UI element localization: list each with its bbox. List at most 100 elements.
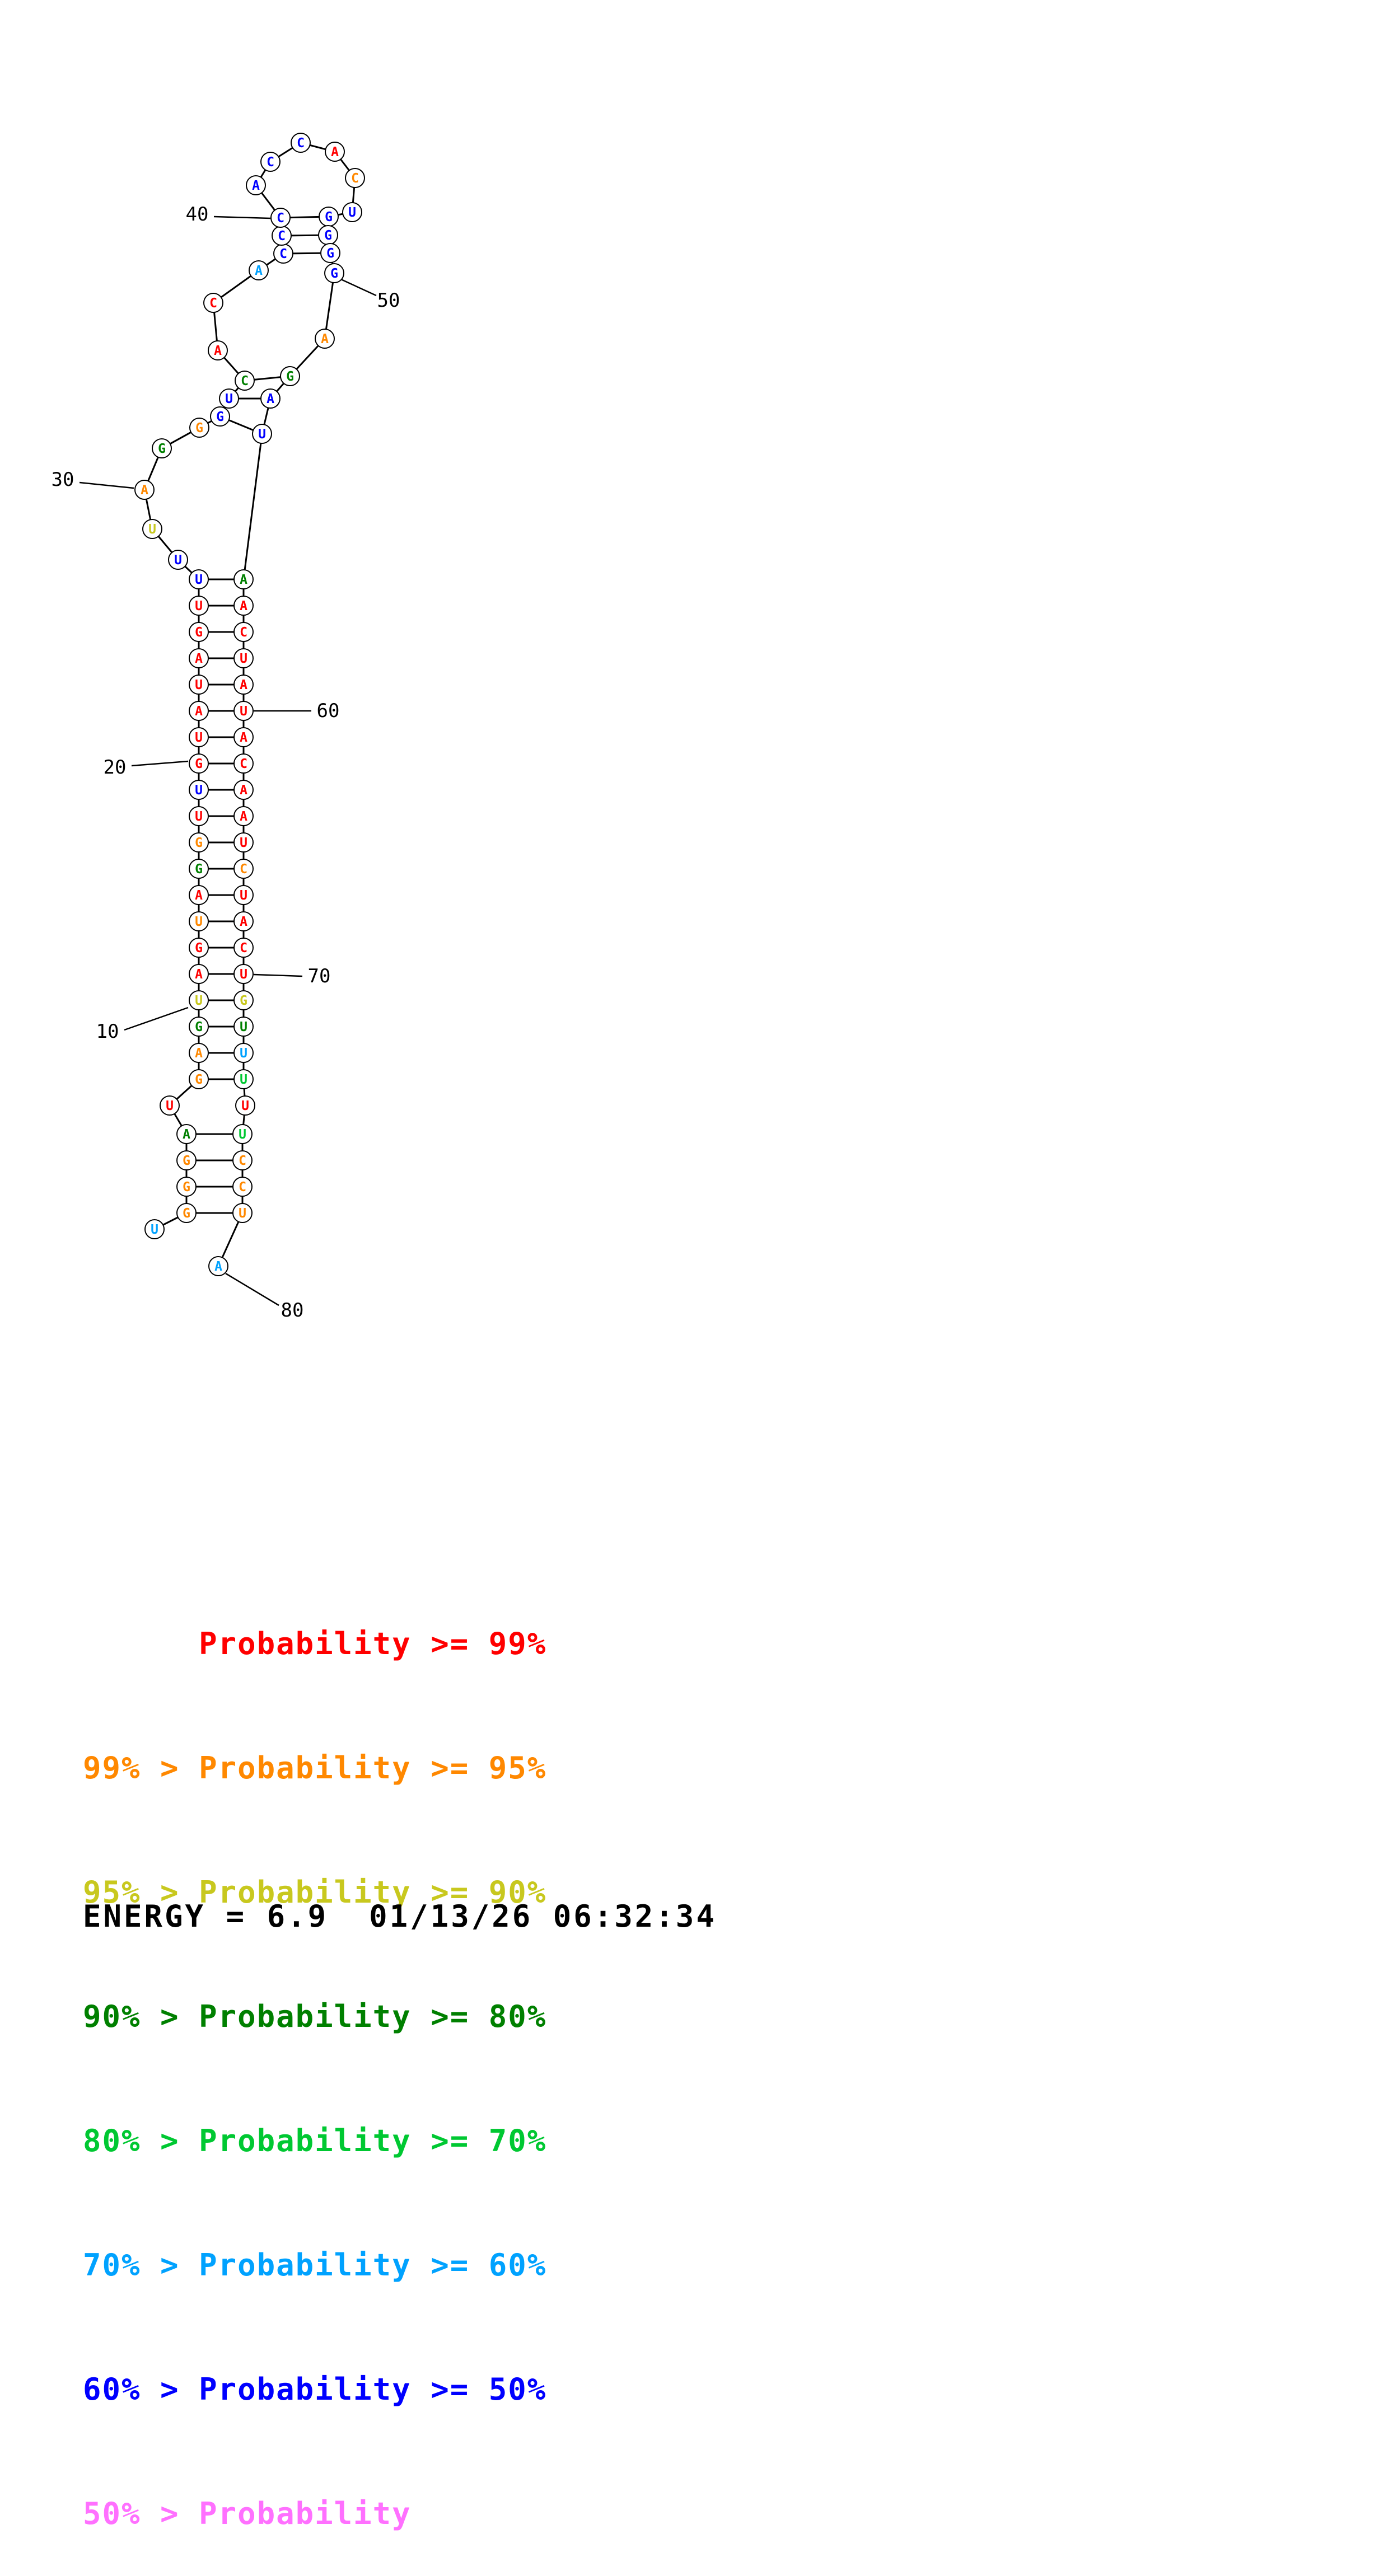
nucleotide-letter: G <box>195 836 203 850</box>
nucleotide: C <box>291 133 311 153</box>
nucleotide: A <box>208 1256 228 1276</box>
nucleotide: U <box>342 202 362 222</box>
nucleotide: A <box>249 260 269 280</box>
nucleotide: U <box>252 424 272 444</box>
nucleotide-letter: A <box>252 179 260 193</box>
nucleotide: G <box>318 225 338 245</box>
nucleotide-circle <box>144 1219 165 1239</box>
nucleotide-circle <box>176 1203 197 1223</box>
nucleotide-letter: G <box>216 410 224 424</box>
nucleotide: G <box>176 1177 197 1197</box>
nucleotide-circle <box>233 596 254 616</box>
nucleotide: U <box>232 1203 253 1223</box>
nucleotide: G <box>189 832 209 853</box>
nucleotide-letter: C <box>240 862 247 877</box>
nucleotide-circle <box>235 1095 255 1116</box>
nucleotide: U <box>233 648 254 668</box>
nucleotide: G <box>189 622 209 642</box>
nucleotide: G <box>189 938 209 958</box>
nucleotide: G <box>176 1150 197 1170</box>
position-label: 70 <box>308 965 331 987</box>
nucleotide-letter: A <box>195 888 203 903</box>
nucleotide-letter: C <box>239 1180 246 1195</box>
nucleotide-circle <box>233 1017 254 1037</box>
nucleotide-circle <box>233 753 254 774</box>
nucleotide-circle <box>142 519 162 539</box>
nucleotide-circle <box>233 701 254 721</box>
nucleotide-letter: A <box>321 332 329 346</box>
nucleotide: A <box>176 1124 197 1144</box>
nucleotide-letter: U <box>348 205 356 220</box>
nucleotide-circle <box>189 964 209 984</box>
nucleotide-circle <box>176 1150 197 1170</box>
nucleotide-circle <box>168 550 188 570</box>
nucleotide-letter: C <box>351 171 359 186</box>
nucleotide: U <box>233 1069 254 1089</box>
nucleotide: G <box>176 1203 197 1223</box>
nucleotide: A <box>208 340 228 360</box>
nucleotide-circle <box>208 1256 228 1276</box>
nucleotide: A <box>189 964 209 984</box>
nucleotide-letter: U <box>148 522 156 537</box>
nucleotide-circle <box>189 780 209 800</box>
nucleotide-letter: A <box>255 264 263 278</box>
nucleotide-letter: C <box>277 211 284 226</box>
nucleotide-letter: A <box>183 1127 190 1142</box>
nucleotide: C <box>233 938 254 958</box>
nucleotide: U <box>189 569 209 589</box>
nucleotide-letter: U <box>240 704 247 719</box>
nucleotide-circle <box>233 885 254 905</box>
nucleotide-circle <box>233 727 254 747</box>
nucleotide: A <box>189 648 209 668</box>
nucleotide: U <box>144 1219 165 1239</box>
nucleotide-letter: A <box>240 730 247 745</box>
nucleotide: C <box>233 859 254 879</box>
nucleotide-circle <box>189 418 209 438</box>
nucleotide: U <box>232 1124 253 1144</box>
position-label-layer: 10 20 30 40 50 60 70 80 <box>52 203 400 1322</box>
nucleotide-circle <box>189 885 209 905</box>
nucleotide-letter: A <box>240 678 247 692</box>
nucleotide-letter: G <box>183 1180 190 1195</box>
nucleotide-letter: A <box>240 599 247 613</box>
nucleotide-circle <box>233 648 254 668</box>
legend-row-p50: 60% > Probability >= 50% <box>83 2372 547 2407</box>
nucleotide-letter: U <box>240 1072 247 1087</box>
nucleotide: U <box>189 727 209 747</box>
nucleotide-letter: G <box>158 442 166 456</box>
nucleotide-circle <box>233 859 254 879</box>
nucleotide-letter: C <box>278 229 286 243</box>
nucleotide-circle <box>189 753 209 774</box>
nucleotide-circle <box>233 964 254 984</box>
legend-row-plt50: 50% > Probability <box>83 2496 412 2531</box>
nucleotide: A <box>233 780 254 800</box>
nucleotide-letter: A <box>195 652 203 666</box>
legend-row-p95: 99% > Probability >= 95% <box>83 1750 547 1786</box>
nucleotide-letter: U <box>239 1206 246 1221</box>
nucleotide: A <box>189 1043 209 1063</box>
nucleotide-circle <box>189 701 209 721</box>
nucleotide-letter: A <box>240 809 247 824</box>
nucleotide-letter: C <box>240 941 247 956</box>
nucleotide-circle <box>152 438 172 458</box>
nucleotide-letter: G <box>240 994 247 1008</box>
nucleotide-circle <box>176 1124 197 1144</box>
label-leader-line <box>340 278 377 297</box>
nucleotide-circle <box>189 596 209 616</box>
nucleotide-letter: G <box>195 421 203 435</box>
nucleotide-circle <box>232 1124 253 1144</box>
nucleotide-letter: U <box>195 730 203 745</box>
nucleotide: U <box>160 1095 180 1116</box>
nucleotide-letter: C <box>297 136 305 151</box>
nucleotide-letter: U <box>225 392 233 406</box>
energy-timestamp: ENERGY = 6.9 01/13/26 06:32:34 <box>83 1899 717 1934</box>
legend-row-p90: 95% > Probability >= 90% <box>83 1875 547 1910</box>
nucleotide-circle <box>189 990 209 1010</box>
nucleotide: C <box>270 208 291 228</box>
nucleotide-letter: U <box>241 1099 249 1113</box>
nucleotide-letter: G <box>286 369 294 384</box>
label-leader-line <box>79 481 134 489</box>
nucleotide: A <box>233 806 254 826</box>
nucleotide-circle <box>233 780 254 800</box>
nucleotide-letter: C <box>240 757 247 771</box>
